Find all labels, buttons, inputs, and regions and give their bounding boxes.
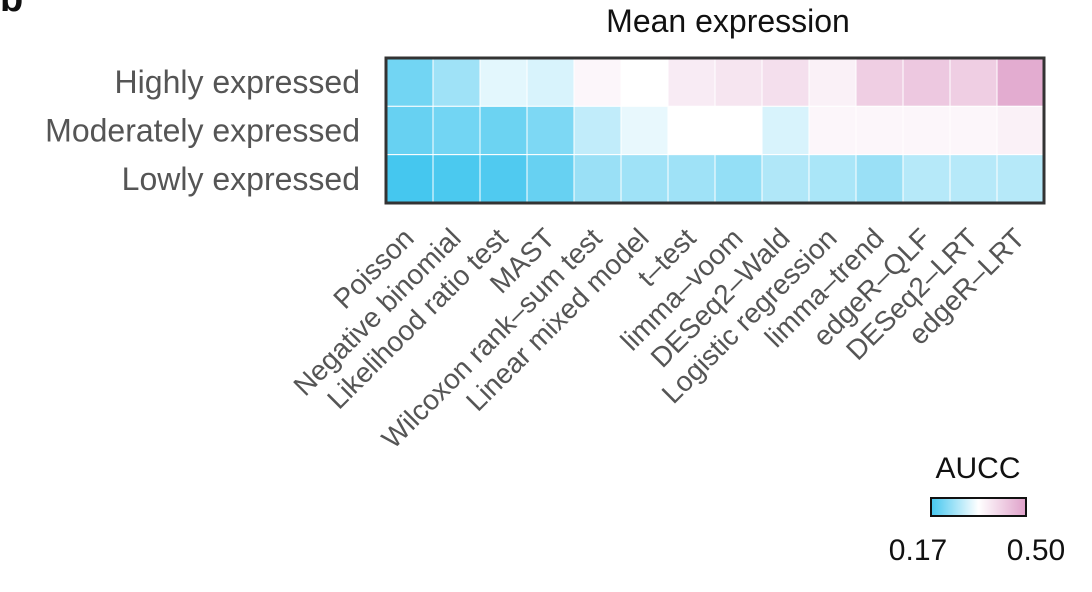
heatmap-cell-r0-c11 bbox=[902, 57, 951, 107]
heatmap-cell-r1-c8 bbox=[761, 105, 810, 156]
heatmap-cell-r0-c10 bbox=[855, 57, 904, 107]
heatmap-cell-r1-c9 bbox=[808, 105, 857, 156]
heatmap-cell-r1-c7 bbox=[714, 105, 763, 156]
heatmap-cell-r0-c2 bbox=[479, 57, 528, 107]
legend-max-label: 0.50 bbox=[1007, 534, 1065, 567]
heatmap-cell-r2-c12 bbox=[949, 154, 998, 204]
heatmap-cell-r2-c10 bbox=[855, 154, 904, 204]
heatmap-cell-r0-c0 bbox=[385, 57, 434, 107]
heatmap-cell-r0-c1 bbox=[432, 57, 481, 107]
heatmap-border bbox=[384, 56, 1046, 205]
heatmap-cell-r2-c8 bbox=[761, 154, 810, 204]
heatmap-cell-r2-c3 bbox=[526, 154, 575, 204]
panel-letter: b bbox=[0, 0, 23, 21]
heatmap-cell-r2-c5 bbox=[620, 154, 669, 204]
legend-title: AUCC bbox=[935, 452, 1020, 485]
heatmap-cell-r2-c11 bbox=[902, 154, 951, 204]
heatmap-cells bbox=[385, 57, 1045, 204]
heatmap-cell-r0-c13 bbox=[996, 57, 1045, 107]
heatmap-cell-r2-c13 bbox=[996, 154, 1045, 204]
heatmap-cell-r0-c5 bbox=[620, 57, 669, 107]
heatmap-cell-r2-c7 bbox=[714, 154, 763, 204]
heatmap-cell-r2-c0 bbox=[385, 154, 434, 204]
row-label: Moderately expressed bbox=[45, 112, 360, 148]
heatmap-cell-r1-c11 bbox=[902, 105, 951, 156]
heatmap-cell-r1-c4 bbox=[573, 105, 622, 156]
heatmap-cell-r1-c2 bbox=[479, 105, 528, 156]
heatmap-cell-r2-c2 bbox=[479, 154, 528, 204]
heatmap-cell-r1-c1 bbox=[432, 105, 481, 156]
row-label: Lowly expressed bbox=[122, 161, 360, 197]
heatmap-cell-r1-c12 bbox=[949, 105, 998, 156]
heatmap-cell-r1-c10 bbox=[855, 105, 904, 156]
heatmap-cell-r0-c3 bbox=[526, 57, 575, 107]
heatmap-cell-r0-c4 bbox=[573, 57, 622, 107]
heatmap-cell-r2-c4 bbox=[573, 154, 622, 204]
row-label: Highly expressed bbox=[115, 64, 360, 100]
legend-min-label: 0.17 bbox=[889, 534, 947, 567]
heatmap-cell-r2-c6 bbox=[667, 154, 716, 204]
row-labels: Highly expressed Moderately expressed Lowl… bbox=[45, 64, 360, 197]
heatmap-cell-r2-c1 bbox=[432, 154, 481, 204]
heatmap-cell-r1-c5 bbox=[620, 105, 669, 156]
chart-title: Mean expression bbox=[606, 3, 850, 39]
heatmap-cell-r1-c6 bbox=[667, 105, 716, 156]
heatmap-cell-r1-c3 bbox=[526, 105, 575, 156]
heatmap-cell-r0-c7 bbox=[714, 57, 763, 107]
heatmap-cell-r1-c0 bbox=[385, 105, 434, 156]
legend-colorbar bbox=[930, 497, 1027, 517]
heatmap-cell-r0-c9 bbox=[808, 57, 857, 107]
heatmap-cell-r0-c12 bbox=[949, 57, 998, 107]
heatmap-cell-r2-c9 bbox=[808, 154, 857, 204]
heatmap-cell-r1-c13 bbox=[996, 105, 1045, 156]
heatmap-cell-r0-c8 bbox=[761, 57, 810, 107]
heatmap-cell-r0-c6 bbox=[667, 57, 716, 107]
